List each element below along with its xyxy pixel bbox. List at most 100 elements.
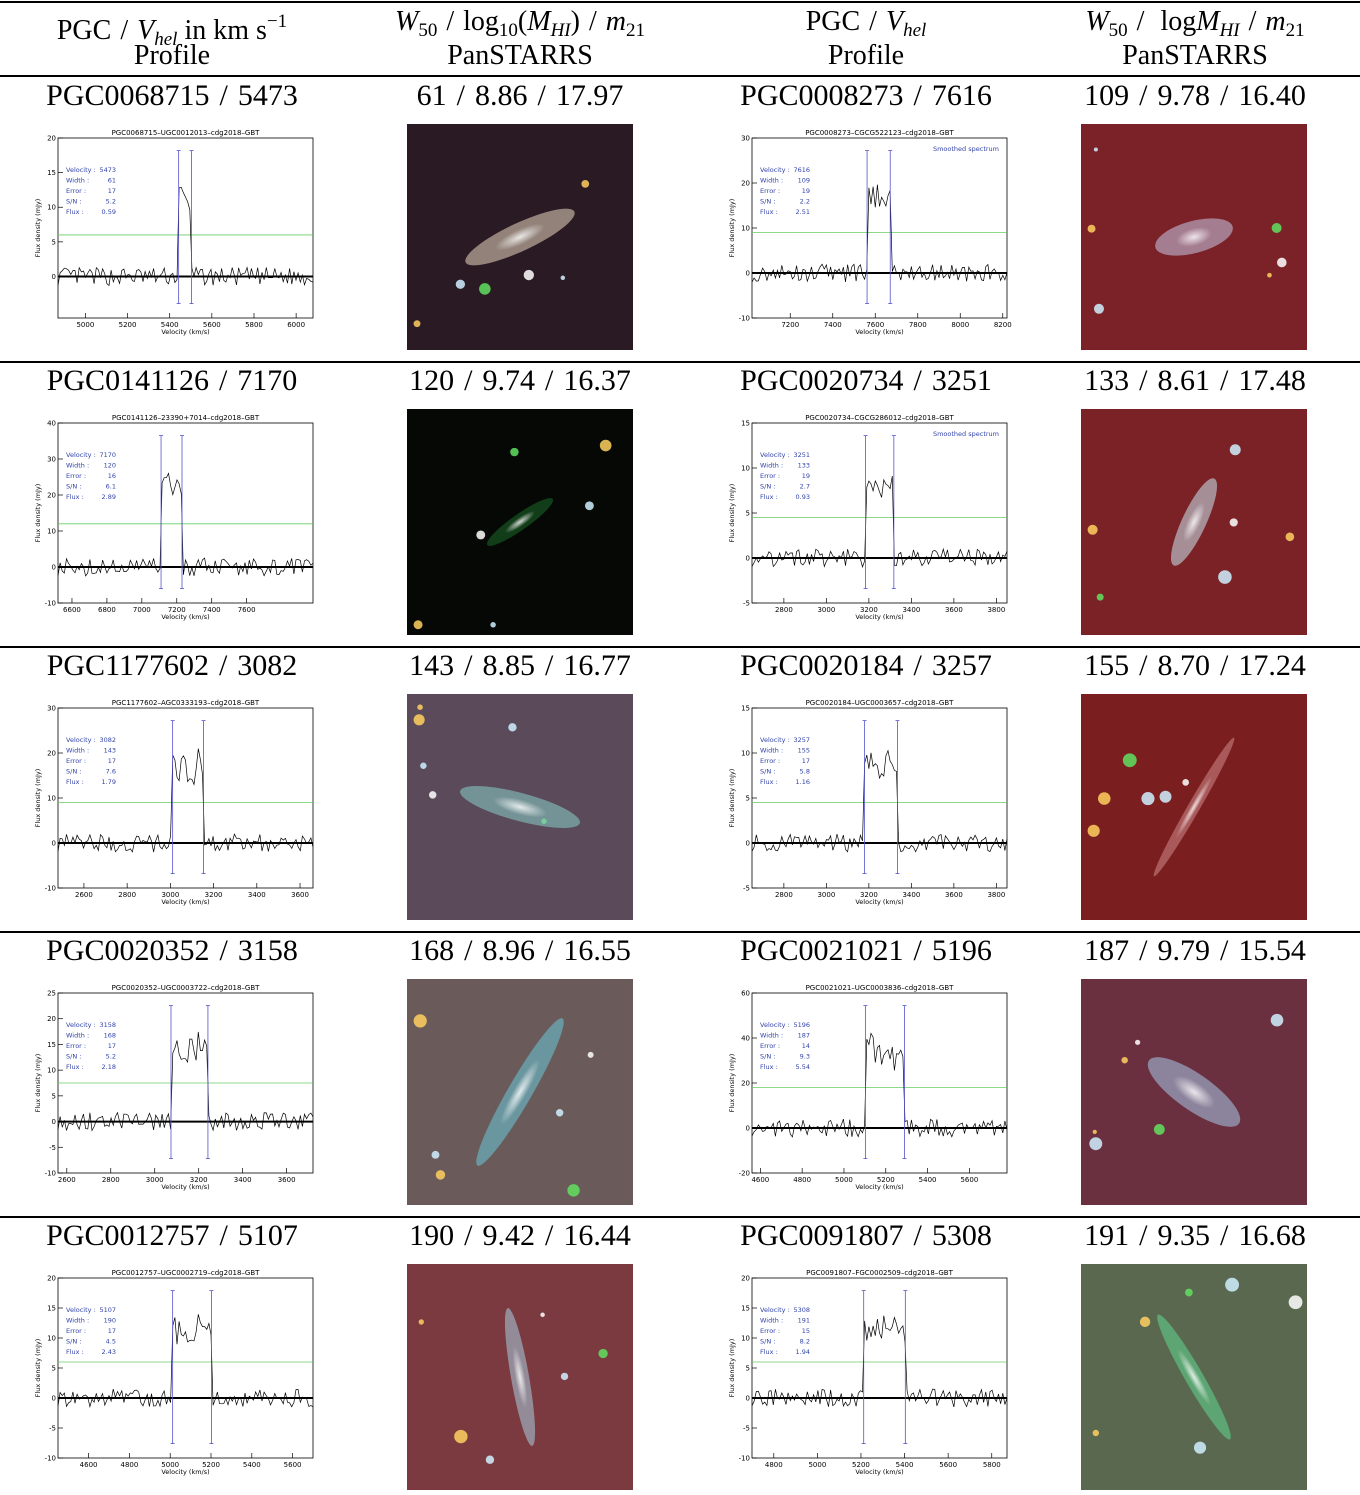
y-tick-label: 20: [741, 1275, 750, 1283]
stat-label: S/N :: [760, 198, 775, 206]
separator: /: [220, 1219, 229, 1252]
m21: 17.24: [1238, 649, 1306, 682]
header-text: hel: [903, 20, 927, 41]
header-text: (: [517, 6, 528, 37]
y-tick-label: 20: [47, 1015, 56, 1023]
stat-label: Error :: [66, 187, 86, 195]
y-tick-label: 0: [746, 840, 750, 848]
entry-name: PGC0012757 / 5107: [46, 1219, 298, 1252]
panstarrs-image: [407, 1264, 633, 1490]
plot-note: Smoothed spectrum: [933, 145, 999, 153]
header-text: M: [527, 6, 551, 37]
log-mhi: 8.70: [1158, 649, 1211, 682]
velocity: 7616: [932, 79, 992, 112]
separator: /: [545, 649, 554, 682]
stat-value: 3082: [99, 736, 116, 744]
star: [1270, 1013, 1284, 1027]
velocity: 5107: [238, 1219, 298, 1252]
header-text: /: [1248, 6, 1257, 37]
stat-label: S/N :: [66, 1338, 81, 1346]
star: [584, 501, 594, 511]
stat-label: Velocity :: [760, 1306, 790, 1314]
stat-value: 2.51: [796, 208, 810, 216]
x-tick-label: 7200: [168, 606, 186, 614]
stat-label: Velocity :: [66, 451, 96, 459]
galaxy-core: [500, 1058, 540, 1126]
star: [413, 714, 425, 726]
x-tick-label: 3800: [987, 606, 1005, 614]
stat-value: 5.2: [106, 198, 116, 206]
stat-label: S/N :: [760, 768, 775, 776]
panstarrs-image: [407, 124, 633, 350]
separator: /: [1220, 364, 1229, 397]
x-tick-label: 5800: [983, 1461, 1001, 1469]
stat-label: Error :: [66, 757, 86, 765]
plot-note: Smoothed spectrum: [933, 430, 999, 438]
x-tick-label: 3000: [146, 1176, 164, 1184]
separator: /: [220, 79, 229, 112]
pgc-name: PGC0021021: [740, 934, 903, 967]
x-tick-label: 8000: [951, 321, 969, 329]
header-text: HI: [550, 20, 571, 41]
plot-title: PGC0020352–UGC0003722–cdg2018–GBT: [112, 984, 261, 992]
x-tick-label: 4800: [765, 1461, 783, 1469]
y-axis-label: Flux density (mJy): [34, 1054, 42, 1113]
stat-value: 3257: [793, 736, 810, 744]
plot-title: PGC0012757–UGC0002719–cdg2018–GBT: [112, 1269, 261, 1277]
star: [435, 1170, 446, 1180]
star: [1288, 1295, 1303, 1310]
entry-name: PGC0008273 / 7616: [740, 79, 992, 112]
galaxy-core: [505, 511, 535, 533]
star: [431, 1150, 440, 1159]
y-tick-label: 15: [741, 1305, 750, 1313]
stat-value: 155: [798, 747, 810, 755]
header-text: 50: [1108, 20, 1128, 41]
y-tick-label: -10: [739, 1455, 750, 1463]
star: [490, 622, 496, 628]
stat-label: Error :: [760, 757, 780, 765]
y-tick-label: -5: [743, 1425, 750, 1433]
x-tick-label: 3200: [860, 606, 878, 614]
x-tick-label: 2800: [102, 1176, 120, 1184]
stat-label: Velocity :: [760, 166, 790, 174]
header-cell: PanSTARRS: [447, 40, 593, 71]
header-cell: PGC / Vhel in km s−1: [0, 6, 347, 56]
y-tick-label: 0: [746, 270, 750, 278]
x-tick-label: 5000: [808, 1461, 826, 1469]
header-text: m: [1265, 6, 1286, 37]
stat-label: Velocity :: [760, 451, 790, 459]
stat-label: S/N :: [760, 1338, 775, 1346]
star: [1271, 222, 1282, 234]
separator: /: [464, 364, 473, 397]
star: [567, 1184, 580, 1197]
pgc-name: PGC0141126: [47, 364, 209, 397]
separator: /: [1139, 934, 1148, 967]
stat-label: Error :: [760, 187, 780, 195]
x-tick-label: 3000: [161, 891, 179, 899]
x-tick-label: 3200: [205, 891, 223, 899]
plot-frame: [751, 992, 1008, 1174]
stat-label: Flux :: [760, 1348, 778, 1356]
plot-title: PGC0008273–CGCG522123–cdg2018–GBT: [805, 129, 954, 137]
x-axis-label: Velocity (km/s): [161, 328, 209, 336]
x-tick-label: 3400: [234, 1176, 252, 1184]
stat-label: Error :: [66, 1327, 86, 1335]
separator: /: [1139, 79, 1148, 112]
plot-frame: [57, 1277, 314, 1459]
star: [1087, 524, 1098, 535]
star: [1141, 792, 1155, 806]
star: [581, 179, 590, 188]
y-tick-label: 30: [741, 135, 750, 143]
y-tick-label: 20: [47, 135, 56, 143]
entry-properties: 120 / 9.74 / 16.37: [409, 364, 631, 397]
velocity: 3082: [237, 649, 297, 682]
stat-value: 191: [798, 1317, 810, 1325]
y-tick-label: 5: [52, 1092, 56, 1100]
y-tick-label: 10: [47, 795, 56, 803]
stat-value: 17: [108, 757, 116, 765]
entry-properties: 133 / 8.61 / 17.48: [1084, 364, 1306, 397]
y-tick-label: 10: [47, 1335, 56, 1343]
y-tick-label: 30: [47, 705, 56, 713]
